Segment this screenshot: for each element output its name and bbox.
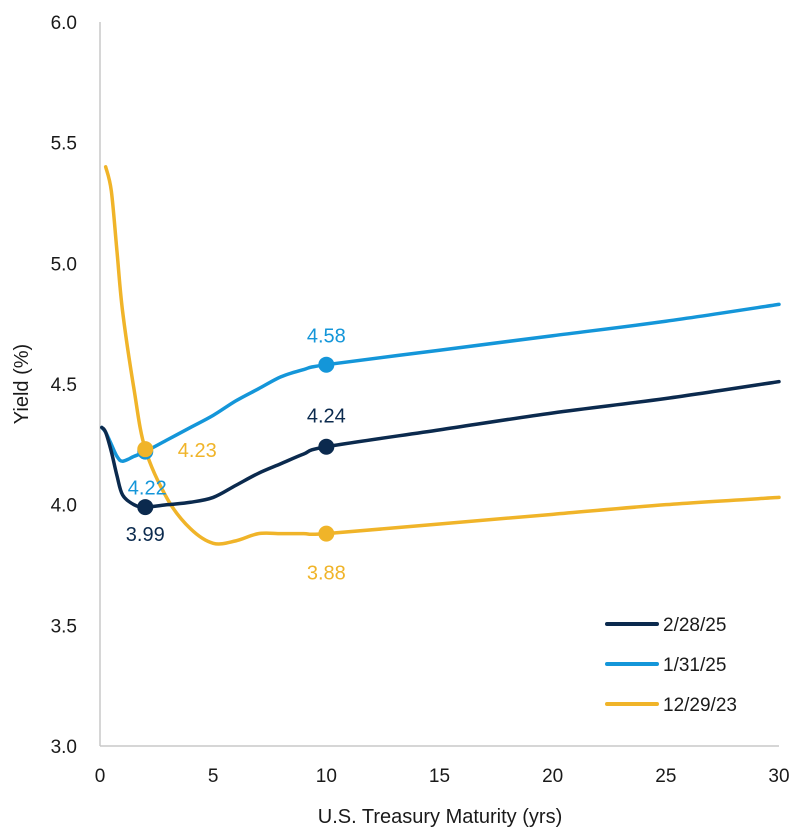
y-tick-label: 3.5 (51, 616, 77, 637)
data-point-marker (137, 499, 154, 516)
series-line-1 (100, 379, 781, 509)
data-label: 3.99 (126, 524, 165, 546)
y-tick-label: 3.0 (51, 737, 77, 758)
x-tick-label: 10 (316, 766, 337, 787)
series-layer (100, 165, 781, 546)
x-tick-label: 5 (208, 766, 219, 787)
y-tick-label: 6.0 (51, 13, 77, 34)
data-point-marker (318, 525, 335, 542)
data-label-layer: 3.99 4.24 4.22 4.58 4.23 3.88 (126, 326, 346, 585)
data-point-marker (137, 441, 154, 458)
data-point-marker (318, 438, 335, 455)
data-label: 4.23 (178, 440, 217, 462)
x-tick-label: 15 (429, 766, 450, 787)
x-tick-label: 0 (95, 766, 106, 787)
data-point-marker (318, 356, 335, 373)
data-label: 4.22 (128, 478, 167, 500)
x-tick-label: 30 (768, 766, 789, 787)
legend-label: 1/31/25 (663, 655, 726, 676)
y-tick-label: 4.5 (51, 375, 77, 396)
series-line-3 (103, 165, 781, 546)
x-tick-label: 20 (542, 766, 563, 787)
legend-label: 2/28/25 (663, 615, 726, 636)
x-axis-title: U.S. Treasury Maturity (yrs) (318, 806, 562, 828)
y-tick-label: 5.0 (51, 254, 77, 275)
legend-label: 12/29/23 (663, 695, 737, 716)
x-tick-label: 25 (655, 766, 676, 787)
data-label: 3.88 (307, 563, 346, 585)
y-axis-title: Yield (%) (11, 344, 33, 424)
data-label: 4.24 (307, 406, 346, 428)
y-tick-label: 5.5 (51, 134, 77, 155)
marker-layer (137, 356, 335, 542)
legend: 2/28/25 1/31/25 12/29/23 (605, 615, 737, 716)
series-line-2 (100, 302, 781, 463)
data-label: 4.58 (307, 326, 346, 348)
x-axis-ticks: 0 5 10 15 20 25 30 (95, 766, 790, 787)
y-axis-ticks: 3.0 3.5 4.0 4.5 5.0 5.5 6.0 (51, 13, 77, 758)
y-tick-label: 4.0 (51, 496, 77, 517)
